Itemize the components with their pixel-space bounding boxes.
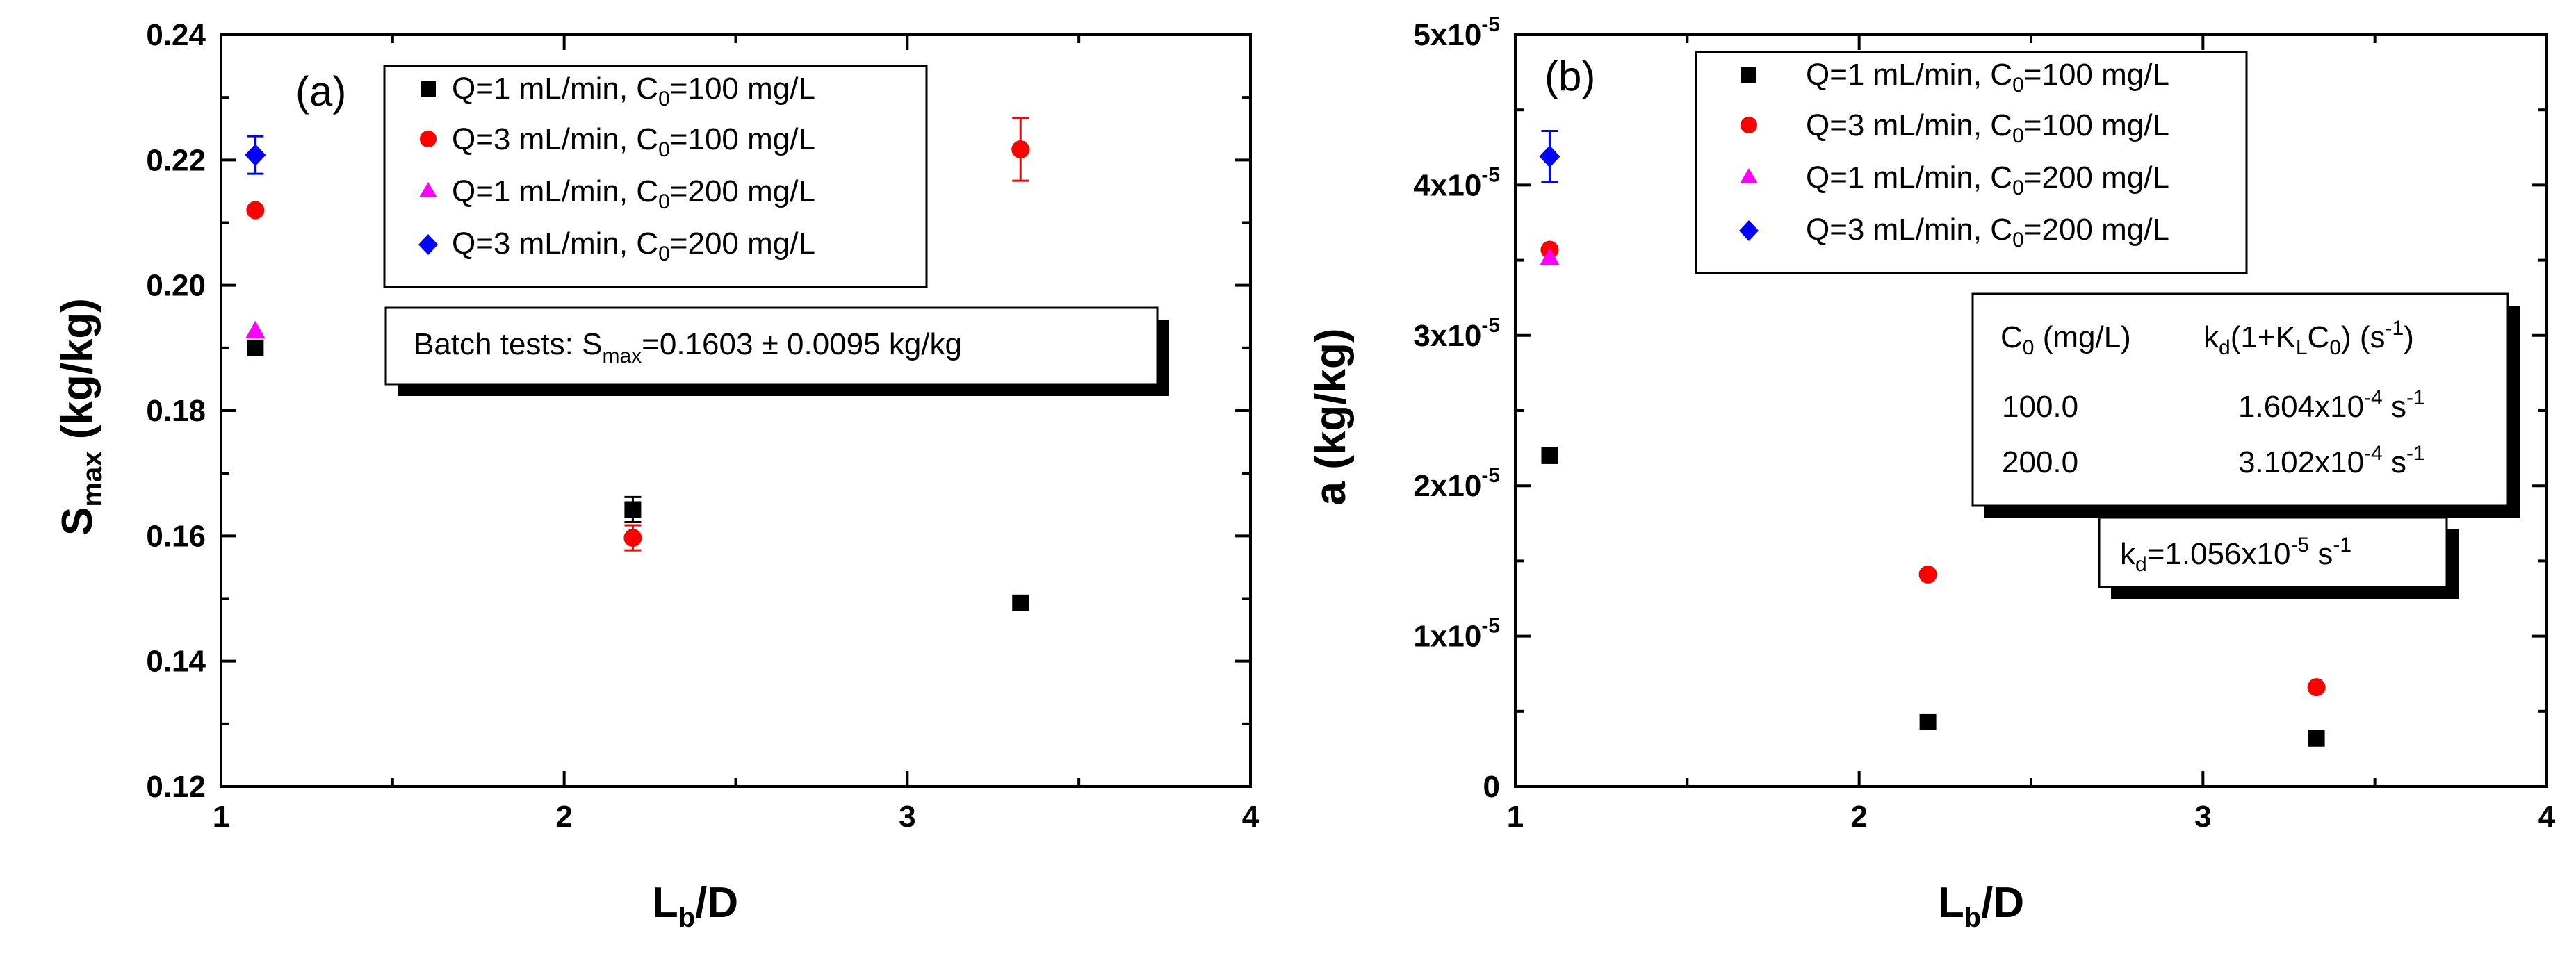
y-tick-label: 0.20 (146, 269, 206, 303)
data-point-square (1012, 594, 1029, 611)
kd-annotation: kd=1.056x10-5 s-1 (2098, 516, 2459, 599)
y-tick-label: 0.18 (146, 394, 206, 428)
table-row-1-value: 1.604x10-4 s-1 (2238, 386, 2425, 424)
legend-marker-diamond (1739, 220, 1759, 241)
data-points-b (1539, 129, 2326, 747)
panel-label-a: (a) (295, 68, 346, 115)
legend-entry-b-4: Q=3 mL/min, C0=200 mg/L (1806, 213, 2169, 252)
panel-label-b: (b) (1544, 53, 1595, 99)
legend-marker-circle (1741, 117, 1757, 133)
legend-entry-a-1: Q=1 mL/min, C0=100 mg/L (452, 72, 815, 110)
data-point-circle (623, 529, 642, 547)
y-axis-label-b: a (kg/kg) (1307, 329, 1355, 506)
data-point-square (624, 501, 642, 518)
inset-table: C0 (mg/L) kd(1+KLC0) (s-1) 100.0 1.604x1… (1971, 292, 2520, 518)
annotation-box-a (384, 306, 1159, 386)
y-tick-label: 0.16 (146, 519, 206, 553)
data-point-square (2308, 730, 2325, 747)
data-point-square (1919, 713, 1937, 730)
x-axis-a: 1 2 3 4 (213, 35, 1260, 834)
x-tick-label: 3 (899, 800, 915, 834)
data-point-circle (1918, 565, 1937, 584)
batch-tests-text: Batch tests: Smax=0.1603 ± 0.0095 kg/kg (414, 327, 962, 368)
legend-entry-b-1: Q=1 mL/min, C0=100 mg/L (1806, 58, 2169, 97)
legend-entry-a-3: Q=1 mL/min, C0=200 mg/L (452, 174, 815, 213)
batch-annotation: Batch tests: Smax=0.1603 ± 0.0095 kg/kg (384, 306, 1169, 396)
x-tick-label: 1 (213, 800, 229, 834)
y-tick-label: 3x10-5 (1413, 314, 1500, 353)
data-point-diamond (1539, 145, 1560, 168)
y-tick-label: 4x10-5 (1413, 163, 1500, 202)
legend-box-a (383, 65, 928, 288)
table-header-rate: kd(1+KLC0) (s-1) (2203, 317, 2414, 359)
legend-entry-b-2: Q=3 mL/min, C0=100 mg/L (1806, 108, 2169, 147)
y-tick-label: 0.12 (146, 770, 206, 804)
kd-text: kd=1.056x10-5 s-1 (2120, 534, 2351, 576)
data-point-circle (2307, 678, 2326, 697)
kd-annotation-box (2098, 516, 2448, 588)
panel-a: 1 2 3 4 0.12 0.14 0.16 0.18 0.20 0.22 0.24 (a) Q=… (54, 18, 1260, 933)
legend-box-b (1695, 51, 2248, 274)
x-axis-label-b: Lb/D (1938, 879, 2024, 933)
data-point-circle (246, 201, 265, 220)
legend-marker-diamond (418, 234, 438, 255)
y-axis-label-a: Smax (kg/kg) (54, 298, 108, 536)
table-row-2-c0: 200.0 (2002, 445, 2078, 479)
data-point-circle (1011, 140, 1030, 159)
y-tick-label: 0 (1483, 770, 1500, 804)
x-tick-label: 4 (1242, 800, 1260, 834)
data-point-square (1541, 447, 1558, 464)
legend-entry-a-2: Q=3 mL/min, C0=100 mg/L (452, 122, 815, 161)
y-tick-label: 0.22 (146, 143, 206, 177)
legend-marker-square (421, 81, 436, 97)
legend-b: Q=1 mL/min, C0=100 mg/L Q=3 mL/min, C0=1… (1695, 51, 2248, 274)
legend-entry-b-3: Q=1 mL/min, C0=200 mg/L (1806, 160, 2169, 199)
legend-entry-a-4: Q=3 mL/min, C0=200 mg/L (452, 226, 815, 265)
x-tick-label: 4 (2538, 800, 2556, 834)
x-tick-label: 2 (555, 800, 572, 834)
data-points-a (245, 117, 1030, 611)
y-axis-a: 0.12 0.14 0.16 0.18 0.20 0.22 0.24 (146, 18, 1250, 804)
x-axis-b: 1 2 3 4 (1507, 35, 2556, 834)
y-tick-label: 0.14 (146, 645, 206, 679)
y-axis-b: 0 1x10-5 2x10-5 3x10-5 4x10-5 5x10-5 (1413, 13, 2547, 804)
y-tick-label: 5x10-5 (1413, 13, 1500, 52)
x-tick-label: 2 (1850, 800, 1867, 834)
legend-marker-triangle (1740, 168, 1758, 183)
table-header-c0: C0 (mg/L) (2000, 320, 2131, 359)
y-tick-label: 2x10-5 (1413, 464, 1500, 503)
x-tick-label: 1 (1507, 800, 1524, 834)
data-point-triangle (245, 320, 266, 338)
legend-marker-circle (420, 131, 437, 147)
y-tick-label: 1x10-5 (1413, 615, 1500, 654)
legend-a: Q=1 mL/min, C0=100 mg/L Q=3 mL/min, C0=1… (383, 65, 928, 288)
panel-b: 1 2 3 4 0 1x10-5 2x10-5 3x10-5 4x10-5 5x10-5 (b)… (1307, 13, 2556, 933)
data-point-diamond (245, 144, 266, 167)
y-tick-label: 0.24 (146, 18, 206, 52)
inset-table-box (1971, 292, 2509, 507)
data-point-triangle (1540, 247, 1560, 265)
legend-marker-triangle (419, 182, 437, 197)
x-axis-label-a: Lb/D (652, 879, 738, 933)
table-row-1-c0: 100.0 (2002, 390, 2078, 424)
table-row-2-value: 3.102x10-4 s-1 (2238, 442, 2425, 479)
data-point-square (247, 339, 264, 356)
x-tick-label: 3 (2194, 800, 2211, 834)
legend-marker-square (1741, 67, 1756, 83)
